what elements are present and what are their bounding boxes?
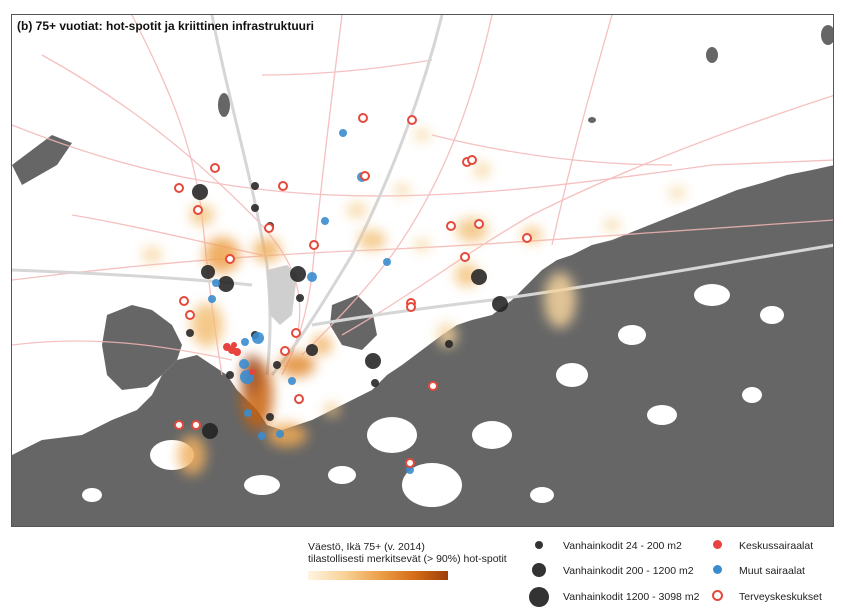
health-center — [291, 328, 301, 338]
elderly-home — [226, 371, 234, 379]
elderly-home — [445, 340, 453, 348]
map-frame: (b) 75+ vuotiat: hot-spotit ja kriittine… — [11, 14, 834, 527]
health-center — [405, 458, 415, 468]
health-center — [179, 296, 189, 306]
health-center — [406, 302, 416, 312]
other-hospital — [239, 359, 249, 369]
elderly-home — [296, 294, 304, 302]
elderly-home — [266, 413, 274, 421]
homes-large-label: Vanhainkodit 1200 - 3098 m2 — [563, 591, 700, 603]
health-center — [225, 254, 235, 264]
elderly-home — [471, 269, 487, 285]
bay-area-east — [330, 295, 377, 350]
health-center — [174, 420, 184, 430]
heat-scale-bar — [308, 571, 448, 580]
other-hospital — [288, 377, 296, 385]
elderly-home — [218, 276, 234, 292]
health-center — [174, 183, 184, 193]
central-hospital — [233, 348, 241, 356]
health-center — [185, 310, 195, 320]
elderly-home — [192, 184, 208, 200]
elderly-home — [290, 266, 306, 282]
elderly-home — [371, 379, 379, 387]
health-center — [467, 155, 477, 165]
health-center — [474, 219, 484, 229]
health-center — [294, 394, 304, 404]
homes-small-symbol — [535, 541, 543, 549]
heat-legend-title: Väestö, Ikä 75+ (v. 2014) — [308, 541, 425, 553]
health-center — [360, 171, 370, 181]
health-center — [264, 223, 274, 233]
elderly-home — [186, 329, 194, 337]
central-hospital-label: Keskussairaalat — [739, 540, 814, 552]
central-hospital — [231, 342, 237, 348]
elderly-home — [365, 353, 381, 369]
health-center — [446, 221, 456, 231]
health-center-symbol — [712, 590, 723, 601]
elderly-home — [251, 204, 259, 212]
other-hospital — [339, 129, 347, 137]
elderly-home — [201, 265, 215, 279]
map-title: (b) 75+ vuotiat: hot-spotit ja kriittine… — [17, 19, 315, 33]
central-hospitals-layer — [223, 342, 255, 375]
health-center — [193, 205, 203, 215]
homes-small-label: Vanhainkodit 24 - 200 m2 — [563, 540, 682, 552]
other-hospital — [244, 409, 252, 417]
health-center — [280, 346, 290, 356]
elderly-home — [492, 296, 508, 312]
health-center — [278, 181, 288, 191]
other-hospital — [307, 272, 317, 282]
other-hospital — [321, 217, 329, 225]
other-hospital-label: Muut sairaalat — [739, 565, 805, 577]
elderly-home — [273, 361, 281, 369]
homes-medium-symbol — [532, 563, 546, 577]
other-hospital — [208, 295, 216, 303]
sea-area — [12, 165, 833, 526]
elderly-home — [306, 344, 318, 356]
other-hospital — [241, 338, 249, 346]
other-hospital — [383, 258, 391, 266]
other-hospital — [276, 430, 284, 438]
central-hospital-symbol — [713, 540, 722, 549]
rail-yard — [267, 265, 297, 325]
health-center — [358, 113, 368, 123]
heat-legend-subtitle: tilastollisesti merkitsevät (> 90%) hot-… — [308, 553, 507, 565]
elderly-home — [251, 182, 259, 190]
homes-medium-label: Vanhainkodit 200 - 1200 m2 — [563, 565, 694, 577]
elderly-home — [202, 423, 218, 439]
map-canvas[interactable] — [12, 15, 834, 527]
health-center — [309, 240, 319, 250]
health-center — [460, 252, 470, 262]
central-hospital — [249, 369, 255, 375]
homes-large-symbol — [529, 587, 549, 607]
health-center — [522, 233, 532, 243]
islands — [82, 284, 784, 507]
lakes — [12, 25, 833, 185]
other-hospital-symbol — [713, 565, 722, 574]
health-center-label: Terveyskeskukset — [739, 591, 822, 603]
other-hospital — [406, 466, 414, 474]
health-center — [407, 115, 417, 125]
health-center — [428, 381, 438, 391]
health-centers-layer — [174, 113, 532, 468]
health-center — [191, 420, 201, 430]
bay-area — [102, 305, 182, 390]
other-hospital — [212, 279, 220, 287]
health-center — [210, 163, 220, 173]
other-hospital — [252, 332, 264, 344]
other-hospital — [258, 432, 266, 440]
